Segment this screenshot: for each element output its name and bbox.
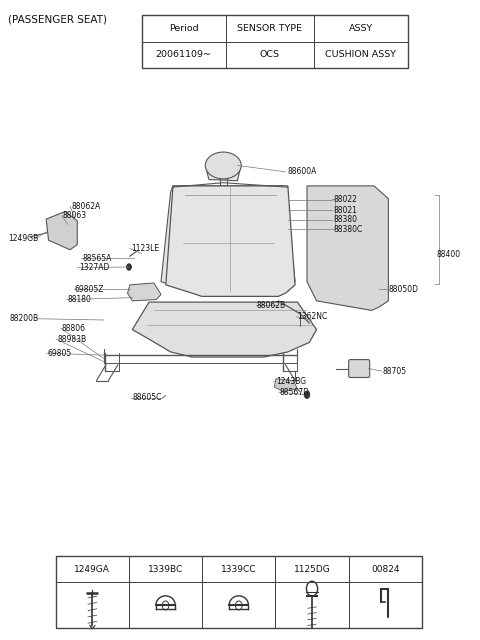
Bar (56, 556, 422, 628)
Text: ASSY: ASSY (349, 24, 373, 33)
Text: 88062A: 88062A (72, 202, 101, 211)
Text: 88565A: 88565A (82, 253, 111, 262)
Circle shape (304, 391, 310, 399)
Text: 88180: 88180 (68, 295, 92, 304)
Text: 69805: 69805 (48, 349, 72, 358)
Bar (142, 42, 226, 68)
Polygon shape (161, 186, 295, 294)
Bar (226, 15, 314, 42)
Text: 00824: 00824 (371, 564, 399, 573)
Text: 1123LE: 1123LE (131, 244, 159, 253)
Text: 88062B: 88062B (257, 301, 286, 310)
Polygon shape (128, 283, 161, 301)
Text: 1249GB: 1249GB (8, 234, 38, 243)
Bar (348, 582, 422, 628)
Text: 88063: 88063 (63, 211, 87, 220)
Text: 88380: 88380 (333, 215, 357, 224)
Text: 88983B: 88983B (57, 335, 86, 344)
Polygon shape (132, 302, 317, 357)
Text: 88806: 88806 (62, 324, 86, 333)
Bar (226, 42, 314, 68)
Bar (56, 582, 129, 628)
Text: 88705: 88705 (383, 367, 407, 376)
Text: 1243BG: 1243BG (276, 378, 306, 387)
Text: 1327AD: 1327AD (79, 263, 109, 272)
Text: OCS: OCS (260, 51, 280, 60)
Bar (202, 582, 276, 628)
Polygon shape (46, 211, 77, 250)
Polygon shape (307, 186, 388, 310)
Text: SENSOR TYPE: SENSOR TYPE (238, 24, 302, 33)
Text: 88022: 88022 (333, 195, 357, 204)
Bar (129, 582, 202, 628)
Bar (276, 556, 348, 582)
Text: (PASSENGER SEAT): (PASSENGER SEAT) (8, 15, 107, 25)
Bar (129, 556, 202, 582)
Polygon shape (166, 186, 295, 296)
Text: 1125DG: 1125DG (294, 564, 330, 573)
Polygon shape (206, 153, 240, 180)
Polygon shape (275, 379, 298, 392)
Text: 88605C: 88605C (132, 394, 162, 403)
Text: 1362NC: 1362NC (298, 312, 328, 321)
Ellipse shape (205, 152, 241, 179)
Circle shape (127, 264, 132, 270)
Text: 88600A: 88600A (288, 167, 317, 177)
Text: 1339CC: 1339CC (221, 564, 256, 573)
Text: 88021: 88021 (333, 205, 357, 214)
Bar (276, 582, 348, 628)
Bar (142, 15, 408, 68)
Text: 88050D: 88050D (388, 285, 419, 294)
Text: 1249GA: 1249GA (74, 564, 110, 573)
Text: 88380C: 88380C (333, 225, 362, 234)
Bar (202, 556, 276, 582)
Bar (142, 15, 226, 42)
Text: 1339BC: 1339BC (148, 564, 183, 573)
Bar (314, 15, 408, 42)
Bar (348, 556, 422, 582)
Text: 88567D: 88567D (280, 388, 310, 397)
Text: Period: Period (169, 24, 199, 33)
Text: 20061109~: 20061109~ (156, 51, 212, 60)
Text: 69805Z: 69805Z (75, 285, 104, 294)
FancyBboxPatch shape (348, 360, 370, 378)
Bar (56, 556, 129, 582)
Text: CUSHION ASSY: CUSHION ASSY (325, 51, 396, 60)
Text: 88400: 88400 (436, 250, 460, 259)
Text: 88200B: 88200B (9, 314, 38, 323)
Bar (314, 42, 408, 68)
